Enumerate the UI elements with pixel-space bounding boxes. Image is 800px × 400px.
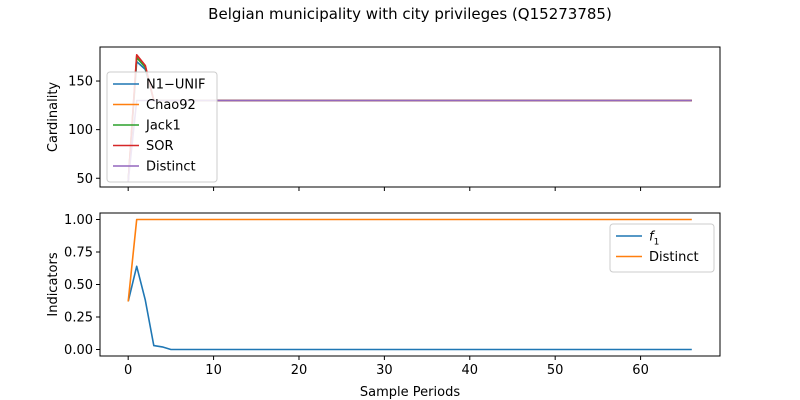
y-axis-label: Cardinality (46, 82, 61, 153)
bottom-panel-indicators: 0 10 20 30 40 50 60 0.00 0.25 0.50 0.75 1.00 Indicat… (46, 212, 721, 378)
x-tick-label: 30 (376, 363, 393, 378)
y-tick-label: 1.00 (64, 213, 93, 228)
x-tick-label: 60 (632, 363, 649, 378)
y-tick-label: 150 (68, 75, 93, 90)
x-tick-label: 20 (291, 363, 308, 378)
x-axis-label: Sample Periods (360, 385, 460, 400)
y-tick-label: 100 (68, 123, 93, 138)
legend-label: SOR (146, 139, 174, 154)
y-tick-label: 0.00 (64, 343, 93, 358)
chart-title: Belgian municipality with city privilege… (208, 5, 612, 23)
legend-frame (106, 71, 218, 183)
y-tick-label: 50 (76, 172, 93, 187)
y-tick-label: 0.25 (64, 311, 93, 326)
legend-label: Chao92 (146, 98, 196, 113)
x-tick-label: 40 (462, 363, 479, 378)
legend-label: Distinct (146, 160, 196, 175)
legend-label: Distinct (649, 250, 699, 265)
series-line-1-0 (127, 265, 692, 351)
y-tick-label: 0.75 (64, 246, 93, 261)
top-panel-cardinality: 50 100 150 Cardinality N1−UNIF Chao92 Jack1 SOR… (46, 46, 721, 191)
y-axis-label: Indicators (46, 252, 61, 316)
legend-label: Jack1 (145, 119, 181, 134)
x-tick-label: 10 (205, 363, 222, 378)
series-line-1-1 (127, 218, 692, 302)
axes-frame-0 (99, 46, 721, 188)
x-tick-label: 50 (547, 363, 564, 378)
legend: N1−UNIF Chao92 Jack1 SOR Distinct (106, 71, 218, 183)
legend-label: f1 (649, 230, 659, 248)
x-tick-label: 0 (124, 363, 132, 378)
legend: f1 Distinct (609, 223, 715, 273)
y-tick-label: 0.50 (64, 278, 93, 293)
legend-label: N1−UNIF (146, 78, 205, 93)
